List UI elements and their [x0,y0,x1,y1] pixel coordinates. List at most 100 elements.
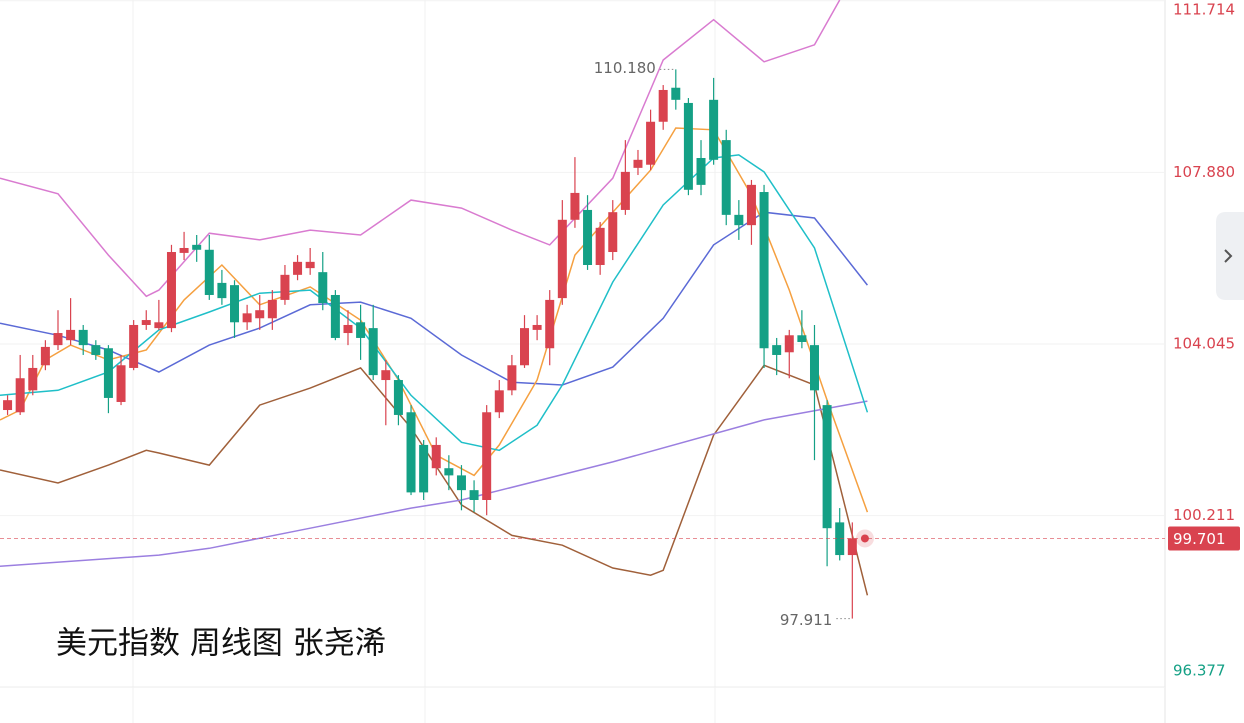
candle [217,269,227,305]
candle-body [545,299,555,349]
candle-body [835,522,845,556]
candle [242,304,252,330]
candle [456,465,466,511]
candle [595,222,605,275]
candle-body [696,158,706,185]
candle [280,264,290,305]
candle-body [721,140,731,215]
indicator-line [0,400,868,567]
candle-body [431,444,441,469]
y-tick-label: 111.714 [1173,1,1235,19]
candle-body [53,333,63,346]
candle-body [166,252,176,329]
candle-body [381,370,391,381]
candle [797,310,807,349]
candle [847,522,857,619]
price-dot [860,534,869,543]
chart-title: 美元指数 周线图 张尧浠 [56,626,386,662]
candle-body [583,209,593,265]
candle [305,247,315,275]
side-toggle[interactable] [1216,212,1244,300]
candle-body [66,329,76,341]
candle-body [28,367,38,391]
candle [91,340,101,360]
candle-body [318,272,328,304]
candle [583,195,593,270]
candle-body [217,282,227,299]
candle-body [3,400,13,411]
candle-body [242,313,252,323]
candle [40,340,50,371]
candle-body [230,285,240,323]
annotation-label: 110.180 [594,59,656,77]
candle-body [507,365,517,391]
candle-body [482,412,492,500]
candle-body [368,328,378,376]
candle [53,310,63,351]
candle [721,129,731,226]
y-tick-label: 104.045 [1173,335,1235,353]
candle [545,290,555,366]
candle [318,252,328,311]
candle-body [356,322,366,338]
candle-body [15,378,25,413]
candle [482,405,492,516]
candle-body [78,329,88,346]
chevron-icon[interactable] [1224,249,1233,263]
candle [646,109,656,171]
candle [734,200,744,240]
candle-body [91,345,101,355]
candle [671,69,681,110]
candle [28,354,38,396]
candle [103,345,113,414]
candle-body [192,244,202,250]
candle-body [154,322,164,329]
y-tick-label: 100.211 [1173,506,1235,524]
candle-body [444,468,454,476]
candle [66,298,76,346]
candle-body [305,261,315,269]
candle [393,375,403,426]
candle [683,98,693,196]
price-tag [1168,526,1240,551]
candle [330,290,340,341]
candle [431,437,441,476]
candle-body [116,365,126,402]
candle-body [809,345,819,391]
candle [570,157,580,228]
candle [230,280,240,338]
candle [204,235,214,300]
candle-body [494,390,504,413]
candle-body [570,192,580,220]
candle [759,184,769,368]
candle-body [633,159,643,168]
candle-body [532,324,542,330]
candle [179,231,189,261]
candle-body [40,346,50,366]
candle [709,77,719,165]
candle [406,405,416,496]
candle [532,315,542,341]
candle [696,140,706,196]
candle-body [658,89,668,122]
candle-body [683,102,693,190]
candle-body [595,227,605,265]
indicator-line [0,0,841,298]
candle-body [393,380,403,415]
candle [469,480,479,513]
candle-body [709,99,719,160]
candle [15,354,25,415]
candle [166,244,176,333]
y-tick-label: 96.377 [1173,662,1226,680]
indicator-line [0,211,868,386]
candle [633,149,643,176]
candle-body [784,335,794,353]
candle-body [204,249,214,295]
candle-body [406,412,416,493]
candle [255,294,265,330]
y-tick-label: 107.880 [1173,163,1235,181]
candle [293,255,303,281]
candle-body [520,328,530,366]
